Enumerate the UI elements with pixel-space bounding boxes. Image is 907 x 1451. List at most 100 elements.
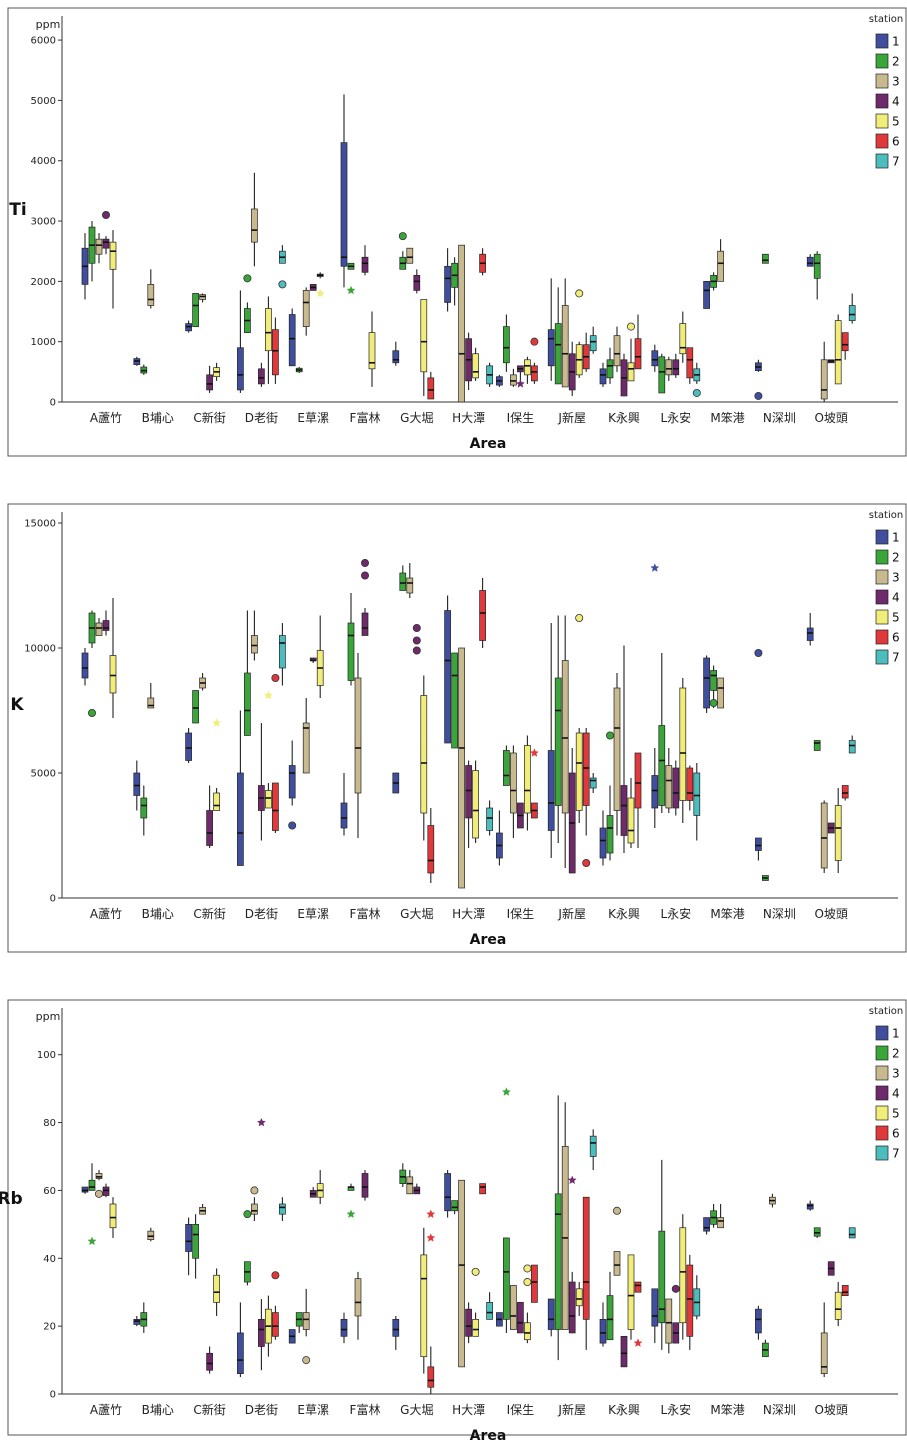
box-station-5 xyxy=(627,778,635,848)
legend-label: 1 xyxy=(892,531,900,545)
box xyxy=(272,1312,279,1337)
box-station-5 xyxy=(316,1170,324,1204)
box-station-1 xyxy=(185,728,192,763)
box-station-2 xyxy=(451,652,458,749)
category-label: M笨港 xyxy=(710,410,744,425)
box xyxy=(820,359,828,400)
box xyxy=(703,1217,710,1232)
box xyxy=(302,1312,310,1330)
box xyxy=(613,1251,621,1276)
box-station-5 xyxy=(679,1214,687,1340)
box-station-3 xyxy=(561,615,569,868)
box-station-7 xyxy=(589,326,597,354)
box-station-4 xyxy=(827,822,835,834)
box-station-5 xyxy=(679,311,687,363)
box-station-2 xyxy=(503,1237,510,1333)
category-label: D老街 xyxy=(245,411,278,425)
legend-title: station xyxy=(869,14,903,25)
box-station-2 xyxy=(710,1204,717,1228)
box xyxy=(251,208,258,243)
box xyxy=(554,323,562,385)
y-tick-label: 40 xyxy=(43,1254,56,1265)
outlier-circle xyxy=(278,280,287,289)
category-label: A蘆竹 xyxy=(90,1403,122,1417)
plot-frame xyxy=(7,503,907,953)
box xyxy=(561,660,569,814)
box-station-4 xyxy=(620,353,628,397)
box xyxy=(427,825,435,874)
box-station-1 xyxy=(599,810,607,866)
box-station-4 xyxy=(517,1302,524,1334)
box xyxy=(88,1179,96,1191)
box-station-5 xyxy=(420,675,428,841)
box-station-6 xyxy=(531,1264,538,1303)
box-station-4 xyxy=(568,341,576,396)
box xyxy=(613,335,621,367)
category-label: L永安 xyxy=(660,906,691,921)
box xyxy=(472,770,479,839)
box xyxy=(458,647,465,889)
outlier-circle xyxy=(754,391,763,400)
outlier-circle xyxy=(575,289,584,298)
box-station-4 xyxy=(568,748,576,874)
box-station-5 xyxy=(679,678,687,823)
category-label: J新屋 xyxy=(557,410,586,425)
box-station-1 xyxy=(496,1312,503,1327)
box-station-4 xyxy=(102,236,110,255)
outlier-circle xyxy=(271,673,280,682)
box-station-1 xyxy=(755,837,762,861)
box xyxy=(213,792,220,811)
box xyxy=(710,670,717,691)
box xyxy=(606,359,614,379)
box-station-3 xyxy=(251,1197,258,1221)
box-station-2 xyxy=(399,565,407,591)
category-label: N深圳 xyxy=(763,411,796,425)
box-station-6 xyxy=(427,371,435,400)
box-station-4 xyxy=(309,1187,317,1198)
box xyxy=(279,635,286,669)
outlier-star xyxy=(633,1338,643,1347)
outlier-circle xyxy=(302,1356,311,1365)
box xyxy=(658,725,666,806)
box-station-5 xyxy=(524,735,531,831)
outlier-circle xyxy=(412,646,421,655)
box xyxy=(302,290,310,327)
box-station-2 xyxy=(140,364,148,375)
box-station-4 xyxy=(206,785,213,848)
category-label: B埔心 xyxy=(142,907,174,921)
outlier-circle xyxy=(88,708,97,717)
box-station-4 xyxy=(465,332,472,390)
box xyxy=(81,1186,89,1193)
box-station-6 xyxy=(841,785,849,801)
box-station-2 xyxy=(192,690,199,724)
category-label: C新街 xyxy=(193,1402,225,1417)
legend-label: 7 xyxy=(892,651,900,665)
category-label: I保生 xyxy=(507,907,535,921)
category-label: G大堀 xyxy=(400,410,433,425)
box-station-3 xyxy=(95,1170,103,1181)
box xyxy=(206,374,213,391)
box-station-1 xyxy=(755,359,762,372)
box xyxy=(634,752,642,809)
box xyxy=(140,797,148,819)
box-station-2 xyxy=(658,653,666,813)
box xyxy=(302,722,310,774)
box-station-3 xyxy=(406,563,414,598)
category-label: A蘆竹 xyxy=(90,411,122,425)
ti-boxplot-panel: 0 1000 2000 3000 4000 5000 6000 ppm Ti A蘆竹 B埔心 C新街 D… xyxy=(0,0,907,470)
box-station-3 xyxy=(199,673,206,691)
outlier-star xyxy=(263,690,273,700)
y-unit-label: ppm xyxy=(36,1010,61,1023)
legend-swatch xyxy=(875,529,889,545)
legend-title: station xyxy=(869,510,903,521)
box-station-7 xyxy=(279,1197,286,1221)
category-label: L永安 xyxy=(660,1402,691,1417)
box-station-7 xyxy=(279,623,286,686)
legend-label: 4 xyxy=(892,1087,900,1101)
box-station-4 xyxy=(672,353,680,378)
box xyxy=(465,765,472,819)
box xyxy=(531,1264,538,1303)
box xyxy=(444,1173,451,1212)
box-station-1 xyxy=(496,374,503,387)
box-station-6 xyxy=(272,317,279,384)
